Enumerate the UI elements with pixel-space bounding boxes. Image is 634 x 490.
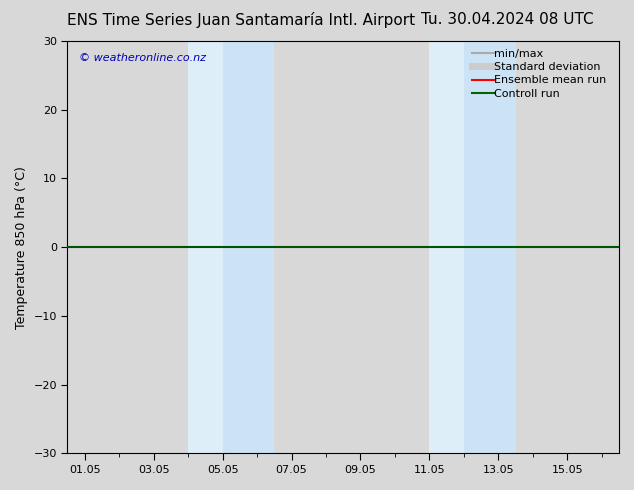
Legend: min/max, Standard deviation, Ensemble mean run, Controll run: min/max, Standard deviation, Ensemble me…	[468, 45, 616, 103]
Text: © weatheronline.co.nz: © weatheronline.co.nz	[79, 53, 205, 63]
Bar	[464, 41, 515, 453]
Bar	[188, 41, 223, 453]
Text: ENS Time Series Juan Santamaría Intl. Airport: ENS Time Series Juan Santamaría Intl. Ai…	[67, 12, 415, 28]
Text: Tu. 30.04.2024 08 UTC: Tu. 30.04.2024 08 UTC	[421, 12, 593, 27]
Bar	[429, 41, 464, 453]
Y-axis label: Temperature 850 hPa (°C): Temperature 850 hPa (°C)	[15, 166, 28, 329]
Bar	[223, 41, 275, 453]
